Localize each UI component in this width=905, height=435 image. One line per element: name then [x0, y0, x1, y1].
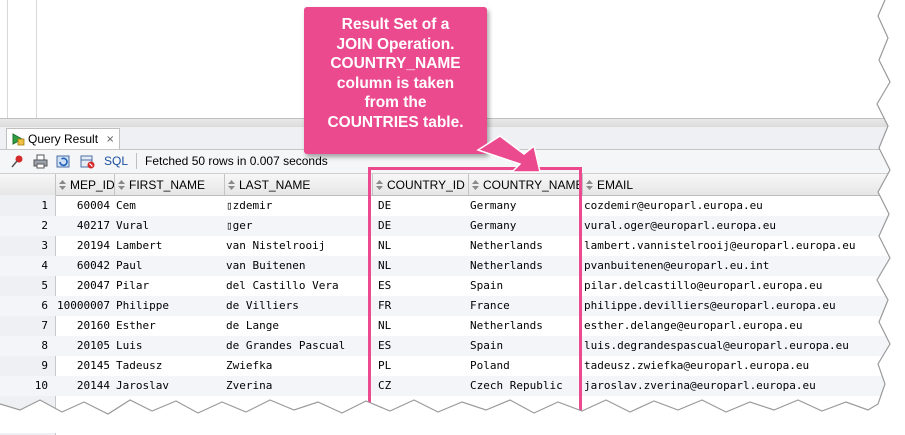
- cell-email[interactable]: luis.degrandespascual@europarl.europa.eu: [584, 339, 849, 352]
- cell-last-name[interactable]: de Villiers: [226, 299, 299, 312]
- cell-mep-id[interactable]: 20144: [76, 379, 110, 392]
- row-number-header: [0, 174, 56, 195]
- cell-email[interactable]: esther.delange@europarl.europa.eu: [584, 319, 803, 332]
- callout-line: COUNTRY_NAME: [330, 55, 461, 72]
- cell-email[interactable]: pilar.delcastillo@europarl.europa.eu: [584, 279, 823, 292]
- cell-first-name[interactable]: Pilar: [116, 279, 150, 292]
- column-header-label: EMAIL: [597, 177, 634, 192]
- cell-first-name[interactable]: Jaroslav: [116, 379, 169, 392]
- cell-last-name[interactable]: van Nistelrooij: [226, 239, 326, 252]
- cell-first-name[interactable]: Tadeusz: [116, 359, 163, 372]
- row-number-cell[interactable]: 8: [41, 339, 48, 352]
- cell-mep-id[interactable]: 20047: [76, 279, 110, 292]
- column-header-label: FIRST_NAME: [129, 177, 206, 192]
- cell-first-name[interactable]: Cem: [116, 199, 136, 212]
- row-number-cell[interactable]: 9: [41, 359, 48, 372]
- refresh-icon[interactable]: [56, 154, 71, 169]
- cell-email[interactable]: philippe.devilliers@europarl.europa.eu: [584, 299, 836, 312]
- cell-mep-id[interactable]: 20105: [76, 339, 110, 352]
- cell-last-name[interactable]: ▯ger: [226, 219, 253, 232]
- cell-last-name[interactable]: Zwiefka: [226, 359, 273, 372]
- callout-text: Result Set of a JOIN Operation. COUNTRY_…: [304, 15, 487, 132]
- callout-line: column is taken: [336, 74, 455, 92]
- cell-mep-id[interactable]: 60004: [76, 199, 110, 212]
- cell-first-name[interactable]: Vural: [116, 219, 150, 232]
- cell-mep-id[interactable]: 20160: [76, 319, 110, 332]
- column-header-last-name[interactable]: LAST_NAME: [224, 174, 373, 195]
- sort-icon: [118, 179, 125, 190]
- row-number-cell[interactable]: 7: [41, 319, 48, 332]
- freeze-view-icon[interactable]: [80, 154, 95, 169]
- sort-icon: [59, 179, 66, 190]
- cell-last-name[interactable]: Zverina: [226, 379, 273, 392]
- query-result-icon: [12, 133, 25, 146]
- callout-line: JOIN Operation.: [336, 35, 455, 53]
- annotation-callout: Result Set of a JOIN Operation. COUNTRY_…: [304, 7, 487, 154]
- row-number-cell[interactable]: 1: [41, 199, 48, 212]
- cell-last-name[interactable]: ▯zdemir: [226, 199, 273, 212]
- cell-email[interactable]: lambert.vannistelrooij@europarl.europa.e…: [584, 239, 856, 252]
- cell-last-name[interactable]: de Lange: [226, 319, 279, 332]
- row-number-cell[interactable]: 3: [41, 239, 48, 252]
- cell-email[interactable]: tadeusz.zwiefka@europarl.europa.eu: [584, 359, 810, 372]
- row-number-cell[interactable]: 6: [41, 299, 48, 312]
- cell-mep-id[interactable]: 10000007: [57, 299, 110, 312]
- column-header-first-name[interactable]: FIRST_NAME: [114, 174, 225, 195]
- fetch-status: Fetched 50 rows in 0.007 seconds: [145, 154, 328, 168]
- cell-last-name[interactable]: de Grandes Pascual: [226, 339, 346, 352]
- sort-icon: [228, 179, 235, 190]
- column-header-mep-id[interactable]: MEP_ID: [55, 174, 115, 195]
- cell-last-name[interactable]: van Buitenen: [226, 259, 306, 272]
- cell-last-name[interactable]: del Castillo Vera: [226, 279, 339, 292]
- column-header-label: MEP_ID: [70, 177, 115, 192]
- row-number-cell[interactable]: 2: [41, 219, 48, 232]
- cell-mep-id[interactable]: 20145: [76, 359, 110, 372]
- cell-mep-id[interactable]: 60042: [76, 259, 110, 272]
- cell-email[interactable]: pvanbuitenen@europarl.eu.int: [584, 259, 770, 272]
- cell-first-name[interactable]: Luis: [116, 339, 143, 352]
- callout-line: Result Set of a: [341, 16, 450, 33]
- callout-line: COUNTRIES table.: [327, 113, 464, 131]
- sort-icon: [586, 179, 593, 190]
- column-header-label: LAST_NAME: [239, 177, 311, 192]
- cell-email[interactable]: jaroslav.zverina@europarl.europa.eu: [584, 379, 816, 392]
- row-number-cell[interactable]: 4: [41, 259, 48, 272]
- column-header-email[interactable]: EMAIL: [582, 174, 890, 195]
- cell-first-name[interactable]: Paul: [116, 259, 143, 272]
- cell-first-name[interactable]: Esther: [116, 319, 156, 332]
- cell-first-name[interactable]: Philippe: [116, 299, 169, 312]
- callout-line: from the: [364, 94, 427, 111]
- close-tab-icon[interactable]: ×: [106, 133, 115, 145]
- print-icon[interactable]: [33, 154, 48, 169]
- editor-gutter-line: [7, 0, 8, 118]
- cell-email[interactable]: cozdemir@europarl.europa.eu: [584, 199, 763, 212]
- cell-email[interactable]: vural.oger@europarl.europa.eu: [584, 219, 777, 232]
- pin-icon[interactable]: [10, 154, 25, 169]
- editor-line-number-gutter: [36, 0, 37, 118]
- cell-mep-id[interactable]: 40217: [76, 219, 110, 232]
- cell-first-name[interactable]: Lambert: [116, 239, 163, 252]
- highlight-box: [368, 167, 582, 429]
- cell-mep-id[interactable]: 20194: [76, 239, 110, 252]
- tab-query-result[interactable]: Query Result ×: [6, 128, 120, 149]
- row-number-cell[interactable]: 5: [41, 279, 48, 292]
- row-number-cell[interactable]: 10: [34, 379, 48, 392]
- toolbar-separator: [136, 153, 137, 169]
- sql-link[interactable]: SQL: [104, 154, 129, 168]
- tab-label: Query Result: [28, 132, 99, 146]
